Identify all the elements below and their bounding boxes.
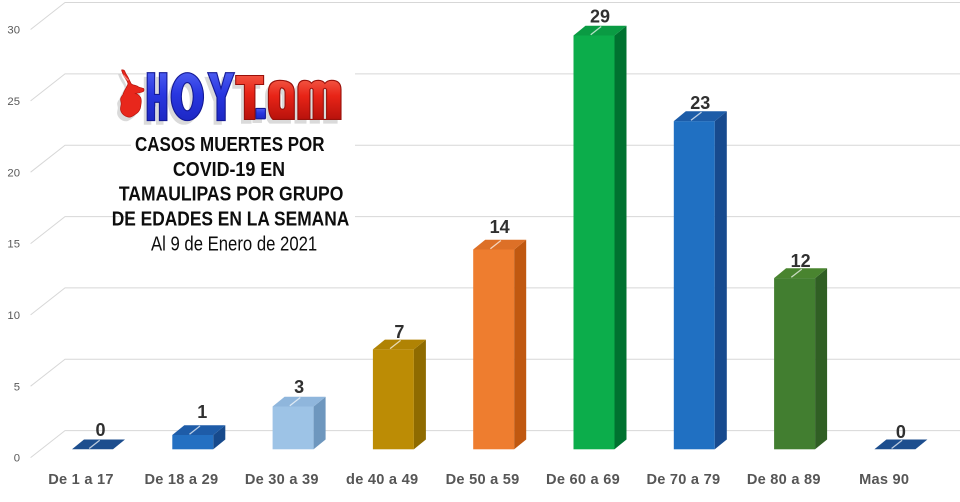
- svg-text:7: 7: [394, 322, 404, 342]
- svg-text:Mas 90: Mas 90: [859, 472, 909, 488]
- svg-text:CASOS MUERTES POR: CASOS MUERTES POR: [135, 134, 325, 156]
- svg-text:20: 20: [7, 167, 20, 179]
- svg-text:De 70 a 79: De 70 a 79: [646, 472, 720, 488]
- svg-text:3: 3: [294, 377, 304, 397]
- svg-text:29: 29: [590, 6, 610, 26]
- svg-text:De 80 a 89: De 80 a 89: [747, 472, 821, 488]
- svg-text:De 30 a 39: De 30 a 39: [245, 472, 319, 488]
- svg-text:de 40 a 49: de 40 a 49: [346, 472, 418, 488]
- svg-text:30: 30: [7, 25, 20, 37]
- svg-text:0: 0: [896, 422, 906, 442]
- svg-text:De 18 a 29: De 18 a 29: [144, 472, 218, 488]
- svg-text:10: 10: [7, 310, 20, 322]
- svg-text:COVID-19 EN: COVID-19 EN: [173, 159, 285, 181]
- svg-text:12: 12: [791, 251, 811, 271]
- svg-text:15: 15: [7, 239, 20, 251]
- svg-text:De 60 a 69: De 60 a 69: [546, 472, 620, 488]
- svg-text:TAMAULIPAS POR GRUPO: TAMAULIPAS POR GRUPO: [119, 184, 344, 206]
- svg-text:25: 25: [7, 96, 20, 108]
- svg-text:DE EDADES EN LA SEMANA: DE EDADES EN LA SEMANA: [112, 208, 350, 230]
- svg-text:23: 23: [690, 93, 710, 113]
- svg-text:14: 14: [490, 217, 510, 237]
- svg-text:De 50 a 59: De 50 a 59: [446, 472, 520, 488]
- svg-text:0: 0: [14, 453, 20, 465]
- svg-text:5: 5: [14, 381, 20, 393]
- svg-text:1: 1: [197, 402, 207, 422]
- svg-text:0: 0: [95, 420, 105, 440]
- svg-text:De 1 a 17: De 1 a 17: [48, 472, 114, 488]
- svg-text:Al 9 de Enero de 2021: Al 9 de Enero de 2021: [151, 233, 317, 255]
